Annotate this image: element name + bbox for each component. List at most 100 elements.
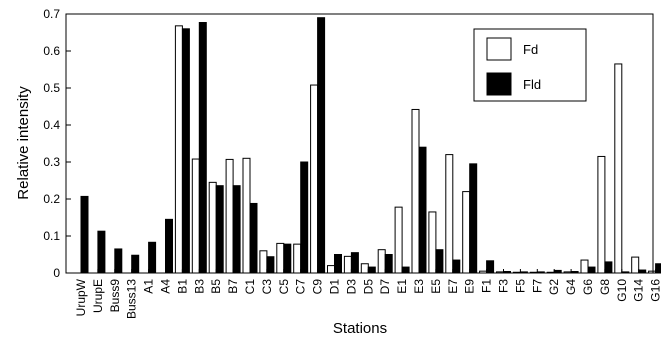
legend: Fd Fld xyxy=(473,28,587,102)
legend-label-fld: Fld xyxy=(523,77,541,92)
bar-fld-f1 xyxy=(486,260,495,274)
bar-fld-c9 xyxy=(317,17,326,274)
bar-fd-e7 xyxy=(445,154,454,274)
legend-swatch-fd xyxy=(486,37,512,61)
x-tick-label: D3 xyxy=(344,279,358,295)
x-tick-label: C3 xyxy=(260,279,274,295)
bar-fld-buss13 xyxy=(131,254,140,274)
y-tick-label: 0.1 xyxy=(43,229,60,243)
bar-fld-urupe xyxy=(97,230,106,274)
bar-fd-g6 xyxy=(580,259,589,274)
bar-fld-e3 xyxy=(418,146,427,274)
x-tick-label: Buss13 xyxy=(125,279,139,319)
y-axis: 0 0.1 0.2 0.3 0.4 0.5 0.6 0.7 xyxy=(43,7,71,280)
x-tick-label: F5 xyxy=(513,279,527,293)
bar-fd-b1 xyxy=(174,25,183,274)
x-tick-label: C7 xyxy=(294,279,308,295)
x-tick-label: D5 xyxy=(361,279,375,295)
x-axis-title: Stations xyxy=(333,320,387,337)
bar-fd-b3 xyxy=(191,158,200,274)
plot-frame xyxy=(65,13,654,274)
bar-fd-c1 xyxy=(242,157,251,274)
legend-swatch-fld xyxy=(486,72,512,96)
y-axis-title: Relative intensity xyxy=(15,86,32,200)
x-tick-label: G10 xyxy=(615,279,629,302)
bar-fld-c3 xyxy=(266,256,275,274)
x-tick-label: A4 xyxy=(159,279,173,294)
bar-fld-e5 xyxy=(435,249,444,274)
y-tick-label: 0.7 xyxy=(43,7,60,21)
bar-fd-d5 xyxy=(360,263,369,274)
bar-fd-b7 xyxy=(225,158,234,274)
bar-fld-d5 xyxy=(367,266,376,274)
bar-fd-e9 xyxy=(462,191,471,274)
x-tick-label: Buss9 xyxy=(108,279,122,313)
bar-fd-e1 xyxy=(394,206,403,274)
bar-fld-g16 xyxy=(655,263,661,274)
bar-fd-c7 xyxy=(293,243,302,274)
x-tick-label: B7 xyxy=(226,279,240,294)
x-tick-label: E1 xyxy=(395,279,409,294)
y-tick-label: 0.6 xyxy=(43,44,60,58)
y-tick-label: 0.4 xyxy=(43,118,60,132)
x-axis: UrupW UrupE Buss9 Buss13 A1 A4 B1 B3 B5 B7 C1 C3 C5 C… xyxy=(74,269,661,319)
bar-fld-buss9 xyxy=(114,248,123,274)
x-tick-label: G16 xyxy=(649,279,661,302)
bar-fld-c1 xyxy=(249,202,258,274)
y-tick-label: 0.5 xyxy=(43,81,60,95)
bar-fd-d7 xyxy=(377,249,386,274)
x-tick-label: B1 xyxy=(175,279,189,294)
x-tick-label: F7 xyxy=(530,279,544,293)
bar-fd-c3 xyxy=(259,250,268,274)
bar-fld-b1 xyxy=(181,28,190,274)
x-tick-label: F3 xyxy=(497,279,511,293)
bar-fld-urupw xyxy=(80,195,89,274)
x-tick-label: A1 xyxy=(142,279,156,294)
bar-fld-d7 xyxy=(384,254,393,274)
x-tick-label: E7 xyxy=(446,279,460,294)
bar-fld-b7 xyxy=(232,185,241,274)
legend-label-fd: Fd xyxy=(523,42,538,57)
x-tick-label: E9 xyxy=(463,279,477,294)
bar-fd-g8 xyxy=(597,155,606,274)
x-tick-label: G6 xyxy=(581,279,595,295)
x-tick-label: B3 xyxy=(192,279,206,294)
x-tick-label: E5 xyxy=(429,279,443,294)
x-tick-label: G14 xyxy=(632,279,646,302)
y-tick-label: 0 xyxy=(53,266,60,280)
bar-fd-c5 xyxy=(276,242,285,274)
x-tick-label: B5 xyxy=(209,279,223,294)
y-tick-label: 0.3 xyxy=(43,155,60,169)
bar-fld-g8 xyxy=(604,261,613,274)
x-tick-label: C9 xyxy=(311,279,325,295)
bar-fld-g6 xyxy=(587,266,596,274)
y-tick-label: 0.2 xyxy=(43,192,60,206)
bar-fd-e3 xyxy=(411,108,420,274)
bar-fd-d3 xyxy=(343,255,352,274)
x-tick-label: F1 xyxy=(480,279,494,293)
bars-layer xyxy=(80,17,661,274)
bar-fld-c7 xyxy=(300,161,309,274)
x-tick-label: E3 xyxy=(412,279,426,294)
bar-fld-d1 xyxy=(334,254,342,274)
x-tick-label: D1 xyxy=(328,279,342,295)
bar-fd-e5 xyxy=(428,211,437,274)
bar-fld-d3 xyxy=(350,252,359,274)
bar-fd-b5 xyxy=(208,181,217,274)
x-tick-label: C1 xyxy=(243,279,257,295)
bar-fld-a1 xyxy=(148,241,157,274)
bar-fd-c9 xyxy=(310,84,319,274)
x-tick-label: G8 xyxy=(598,279,612,295)
bar-fld-b3 xyxy=(198,22,207,274)
x-tick-label: D7 xyxy=(378,279,392,295)
bar-fd-g14 xyxy=(631,256,640,274)
bar-fld-b5 xyxy=(215,185,224,274)
bar-fld-a4 xyxy=(165,218,173,274)
x-tick-label: C5 xyxy=(277,279,291,295)
x-tick-label: G2 xyxy=(547,279,561,295)
x-tick-label: UrupW xyxy=(74,278,88,316)
bar-fd-d1 xyxy=(327,265,335,274)
bar-fld-e9 xyxy=(469,163,478,274)
